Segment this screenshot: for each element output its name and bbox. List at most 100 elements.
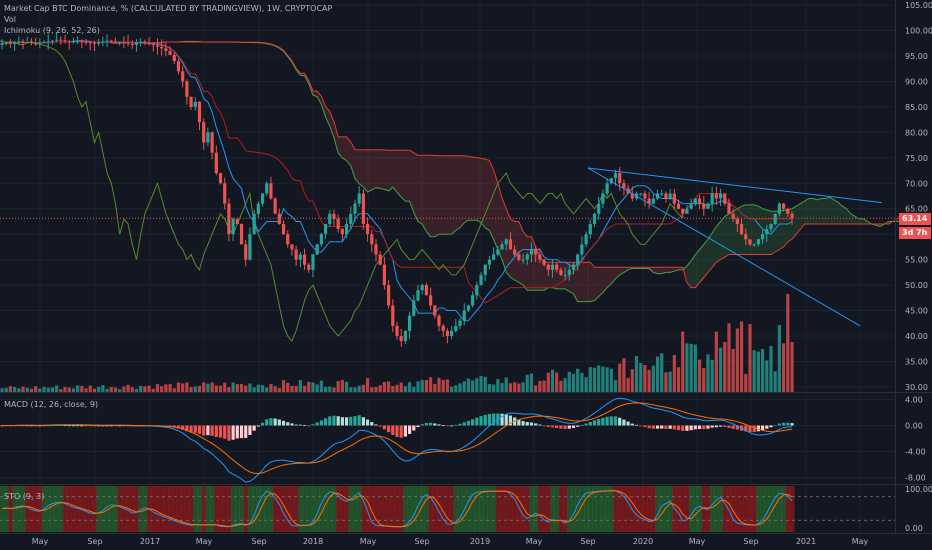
stoch-band xyxy=(647,486,652,532)
candle-body xyxy=(0,43,4,45)
stoch-band xyxy=(243,486,249,532)
trend-lines[interactable] xyxy=(587,167,883,327)
macd-histogram-bar xyxy=(239,425,244,439)
candle-body xyxy=(92,42,97,44)
stoch-band xyxy=(697,486,703,532)
cloud-segment xyxy=(699,244,704,283)
cloud-segment xyxy=(678,267,683,270)
volume-bar xyxy=(424,379,429,392)
cloud-segment xyxy=(413,152,419,222)
ichimoku-label[interactable]: Ichimoku (9, 26, 52, 26) xyxy=(4,26,100,35)
volume-bar xyxy=(605,367,609,392)
macd-histogram-bar xyxy=(693,425,697,430)
volume-bar xyxy=(344,381,349,392)
candle-body xyxy=(718,193,723,199)
stoch-tick-label: 100.00 xyxy=(905,485,932,494)
cloud-segment xyxy=(863,218,868,224)
macd-histogram-bar xyxy=(765,425,769,429)
price-tick-label: 35.00 xyxy=(905,357,928,366)
stoch-band xyxy=(75,486,81,532)
candle-body xyxy=(496,249,500,255)
stoch-band xyxy=(739,486,745,532)
volume-bar xyxy=(281,380,286,392)
cloud-segment xyxy=(724,213,729,258)
candle-body xyxy=(588,224,592,235)
candle-body xyxy=(429,295,433,306)
vol-label[interactable]: Vol xyxy=(4,15,16,24)
volume-bar xyxy=(21,386,25,392)
candle-body xyxy=(357,193,361,204)
stoch-label[interactable]: STO (9, 3) xyxy=(4,492,45,501)
volume-bar xyxy=(340,379,344,392)
candle-body xyxy=(739,224,744,235)
candle-body xyxy=(118,41,122,43)
candle-body xyxy=(265,183,269,194)
candle-body xyxy=(790,213,794,219)
cloud-segment xyxy=(464,155,469,223)
macd-histogram-bar xyxy=(361,417,365,426)
candle-body xyxy=(67,41,71,43)
candle-body xyxy=(685,208,689,214)
candle-body xyxy=(697,198,702,204)
volume-bar xyxy=(710,359,714,392)
candle-body xyxy=(672,193,676,204)
cloud-segment xyxy=(653,267,658,274)
volume-bar xyxy=(357,385,361,392)
stoch-band xyxy=(747,486,753,532)
stoch-band xyxy=(596,486,602,532)
candle-body xyxy=(378,254,382,265)
macd-histogram-bar xyxy=(197,425,202,434)
stoch-band xyxy=(214,486,219,532)
volume-bar xyxy=(97,386,101,392)
cloud-segment xyxy=(518,221,524,286)
volume-bar xyxy=(155,384,160,392)
time-tick-label: May xyxy=(689,537,706,546)
stoch-band xyxy=(298,486,303,532)
macd-histogram-bar xyxy=(353,416,357,426)
volume-bar xyxy=(231,382,235,392)
stoch-band xyxy=(100,486,106,532)
macd-histogram-bar xyxy=(273,418,277,426)
volume-bar xyxy=(256,384,260,392)
candle-body xyxy=(744,234,748,240)
macd-histogram-bar xyxy=(744,425,748,432)
macd-histogram-bar xyxy=(613,416,618,426)
macd-label[interactable]: MACD (12, 26, close, 9) xyxy=(4,400,99,409)
candle-body xyxy=(508,239,513,250)
cloud-segment xyxy=(346,136,351,166)
macd-histogram-bar xyxy=(786,422,790,426)
candle-body xyxy=(202,122,206,143)
candle-body xyxy=(576,254,580,265)
cloud-segment xyxy=(712,226,717,268)
stoch-band xyxy=(113,486,118,532)
macd-histogram-bar xyxy=(529,422,534,426)
macd-histogram-bar xyxy=(286,422,290,426)
macd-histogram-bar xyxy=(454,424,458,426)
volume-bar xyxy=(718,347,723,392)
candle-body xyxy=(466,305,471,311)
macd-histogram-bar xyxy=(244,425,248,438)
candle-body xyxy=(769,224,773,230)
volume-bar xyxy=(601,366,605,392)
macd-histogram-bar xyxy=(63,425,67,427)
macd-tick-label: -8.00 xyxy=(905,474,926,483)
volume-bar xyxy=(655,356,660,392)
candle-body xyxy=(227,203,231,235)
volume-bar xyxy=(508,383,513,392)
stoch-band xyxy=(546,486,551,532)
macd-histogram-bar xyxy=(248,425,252,435)
candle-body xyxy=(454,325,458,331)
macd-histogram-bar xyxy=(609,416,613,426)
price-tick-label: 100.00 xyxy=(905,27,932,36)
cloud-segment xyxy=(598,267,603,297)
candle-body xyxy=(420,285,424,291)
time-axis[interactable]: May Sep 2017 May Sep 2018 May Sep 2019 May Sep 2020… xyxy=(32,537,869,546)
candle-body xyxy=(441,325,445,331)
main-title[interactable]: Market Cap BTC Dominance, % (CALCULATED … xyxy=(4,4,333,13)
cloud-segment xyxy=(472,157,477,221)
stoch-band xyxy=(449,486,455,532)
stoch-band xyxy=(180,486,186,532)
macd-histogram-bar xyxy=(466,420,471,426)
stoch-band xyxy=(327,486,333,532)
